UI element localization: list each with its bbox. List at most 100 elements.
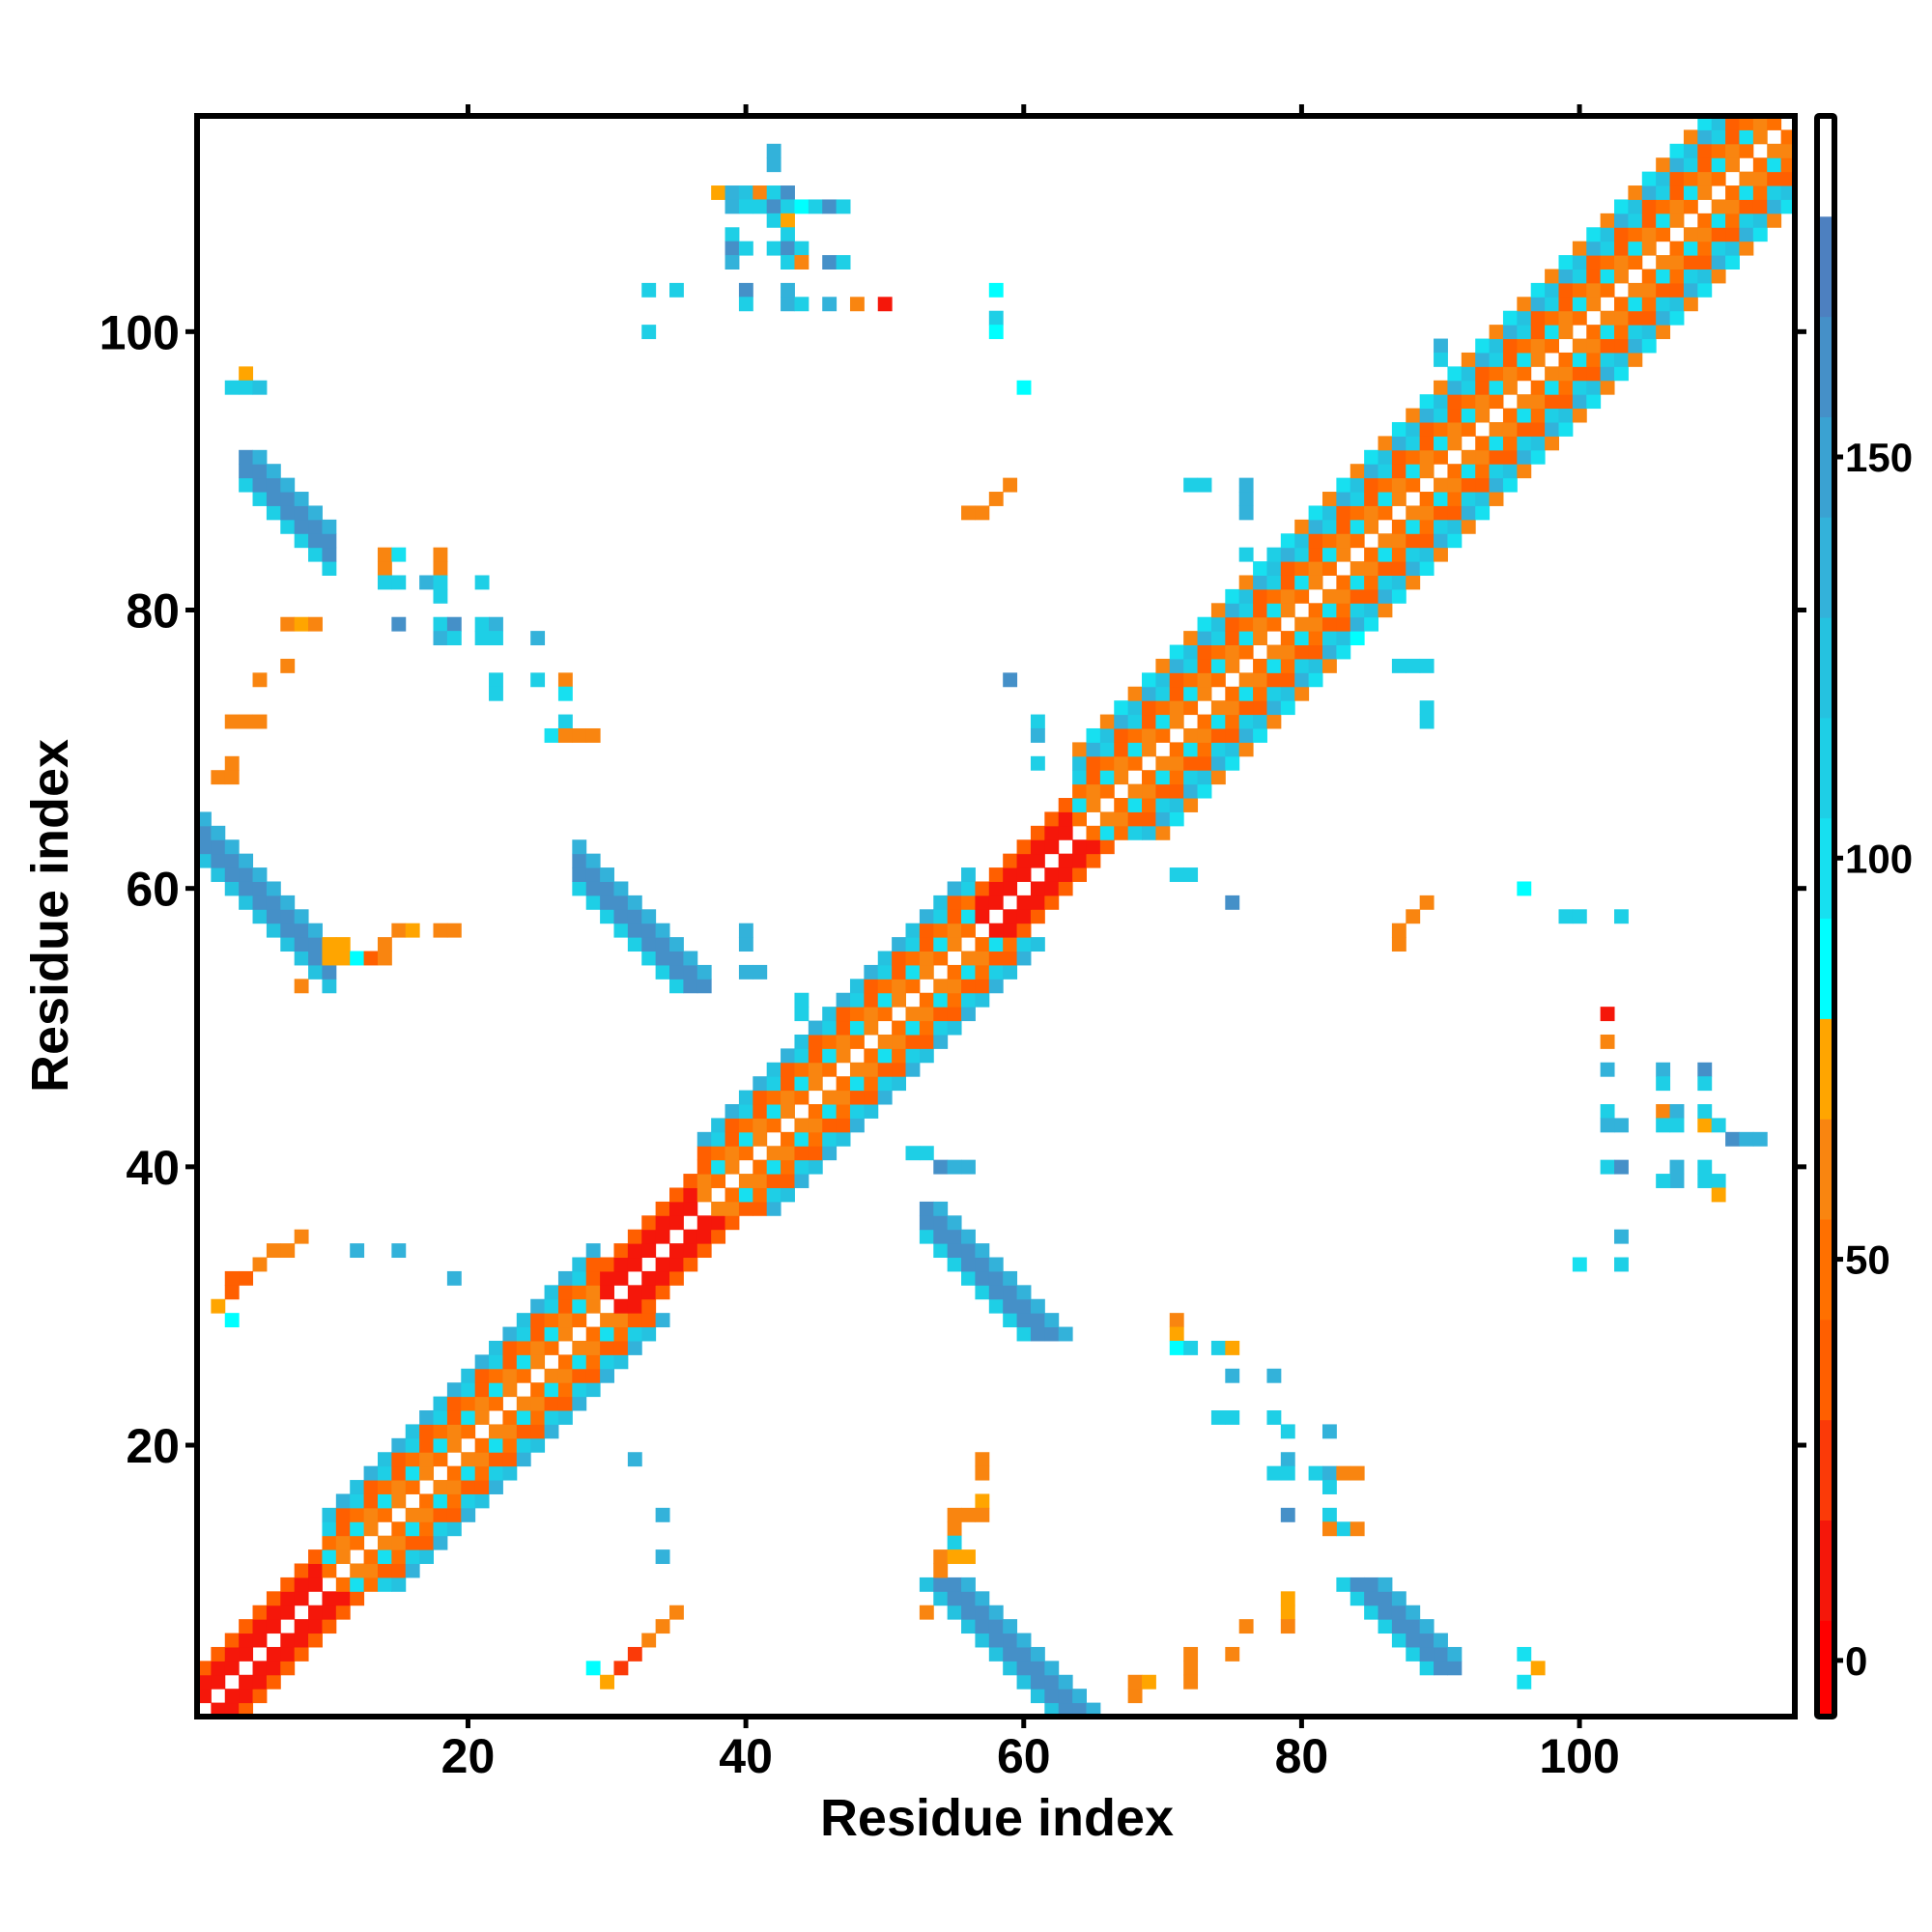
heatmap-cell: [350, 1243, 365, 1259]
heatmap-cell: [391, 1535, 407, 1550]
heatmap-cell: [1364, 547, 1379, 562]
heatmap-cell: [1558, 909, 1574, 924]
heatmap-cell: [794, 1007, 810, 1022]
heatmap-cell: [391, 1480, 407, 1494]
heatmap-cell: [405, 1480, 420, 1494]
heatmap-cell: [1739, 143, 1754, 158]
heatmap-cell: [1419, 714, 1435, 729]
heatmap-cell: [1003, 1285, 1018, 1300]
heatmap-cell: [1155, 783, 1171, 799]
heatmap-cell: [308, 1619, 323, 1634]
heatmap-cell: [1016, 1674, 1032, 1690]
heatmap-cell: [738, 923, 753, 938]
heatmap-cell: [1656, 171, 1671, 186]
heatmap-cell: [655, 951, 670, 966]
heatmap-cell: [252, 1689, 268, 1704]
heatmap-cell: [753, 964, 768, 980]
heatmap-cell: [1003, 881, 1018, 896]
heatmap-cell: [1502, 366, 1518, 382]
heatmap-cell: [1572, 408, 1587, 423]
heatmap-cell: [211, 1646, 226, 1662]
heatmap-cell: [933, 1020, 949, 1036]
heatmap-cell: [766, 241, 781, 256]
heatmap-cell: [1641, 338, 1657, 354]
heatmap-cell: [836, 255, 851, 270]
heatmap-cell: [864, 964, 879, 980]
heatmap-cell: [849, 992, 865, 1008]
heatmap-cell: [363, 1563, 379, 1578]
heatmap-cell: [905, 937, 921, 952]
heatmap-cell: [1586, 241, 1602, 256]
heatmap-cell: [1530, 282, 1546, 298]
heatmap-cell: [1308, 547, 1323, 562]
heatmap-cell: [391, 1465, 407, 1481]
heatmap-cell: [322, 519, 337, 534]
heatmap-cell: [919, 1229, 934, 1244]
heatmap-cell: [489, 1354, 503, 1370]
heatmap-cell: [919, 937, 934, 952]
heatmap-cell: [933, 895, 949, 910]
heatmap-cell: [822, 1007, 838, 1022]
heatmap-cell: [211, 1674, 226, 1690]
heatmap-cell: [294, 1577, 309, 1592]
heatmap-cell: [822, 297, 838, 312]
heatmap-cell: [1711, 199, 1726, 214]
heatmap-cell: [1780, 199, 1796, 214]
heatmap-cell: [961, 992, 976, 1008]
heatmap-cell: [1294, 588, 1310, 604]
heatmap-cell: [239, 464, 254, 479]
heatmap-cell: [1210, 714, 1226, 729]
heatmap-cell: [1447, 380, 1463, 395]
heatmap-cell: [446, 1424, 462, 1439]
heatmap-cell: [781, 241, 795, 256]
heatmap-cell: [585, 853, 601, 868]
heatmap-cell: [683, 1174, 698, 1188]
heatmap-cell: [1419, 449, 1435, 465]
heatmap-cell: [1406, 408, 1421, 423]
heatmap-cell: [1197, 714, 1212, 729]
heatmap-cell: [572, 727, 587, 743]
heatmap-cell: [1183, 755, 1199, 771]
heatmap-cell: [641, 1285, 657, 1300]
heatmap-cell: [446, 1270, 462, 1286]
heatmap-cell: [239, 1270, 254, 1286]
heatmap-cell: [1378, 547, 1393, 562]
heatmap-cell: [947, 1229, 962, 1244]
heatmap-cell: [1656, 1118, 1671, 1133]
heatmap-cell: [1419, 394, 1435, 410]
heatmap-cell: [419, 1493, 435, 1509]
heatmap-cell: [1253, 588, 1267, 604]
heatmap-cell: [1336, 519, 1351, 534]
heatmap-cell: [1030, 1313, 1045, 1328]
heatmap-cell: [933, 1215, 949, 1231]
heatmap-cell: [781, 1048, 795, 1064]
heatmap-cell: [1225, 644, 1240, 660]
heatmap-cell: [1697, 129, 1713, 145]
heatmap-cell: [1683, 185, 1698, 200]
heatmap-cell: [1197, 477, 1212, 493]
heatmap-cell: [433, 1410, 448, 1425]
heatmap-cell: [1628, 310, 1643, 326]
heatmap-cell: [1628, 297, 1643, 312]
heatmap-cell: [530, 1396, 546, 1411]
heatmap-cell: [683, 1201, 698, 1216]
heatmap-cell: [1142, 783, 1156, 799]
heatmap-cell: [1530, 421, 1546, 437]
heatmap-cell: [600, 1368, 614, 1383]
heatmap-cell: [1308, 1465, 1323, 1481]
heatmap-cell: [1739, 185, 1754, 200]
heatmap-cell: [1558, 255, 1574, 270]
heatmap-cell: [988, 1298, 1004, 1314]
heatmap-cell: [1321, 1424, 1337, 1439]
heatmap-cell: [446, 631, 462, 646]
heatmap-cell: [1336, 1521, 1351, 1537]
heatmap-cell: [1406, 1633, 1421, 1648]
heatmap-cell: [600, 1674, 614, 1690]
heatmap-cell: [627, 895, 642, 910]
heatmap-cell: [613, 1257, 629, 1272]
heatmap-cell: [1003, 1298, 1018, 1314]
heatmap-cell: [530, 1437, 546, 1453]
heatmap-cell: [294, 923, 309, 938]
heatmap-cell: [1545, 338, 1559, 354]
heatmap-cell: [1683, 282, 1698, 298]
